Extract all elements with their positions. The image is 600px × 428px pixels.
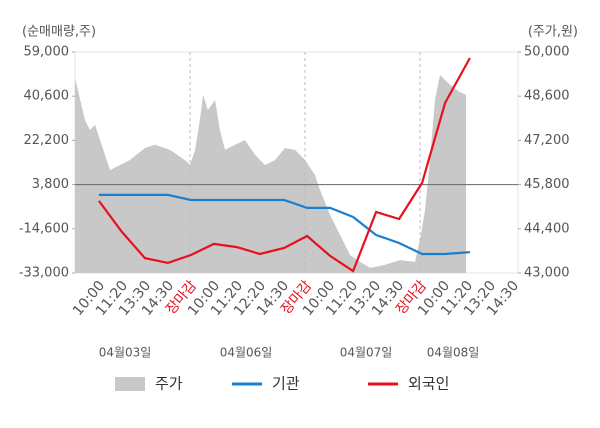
y2-tick-label: 50,000 <box>524 45 570 60</box>
y2-tick-label: 43,000 <box>524 266 570 281</box>
y-tick-label: 3,800 <box>32 177 69 192</box>
y-tick-label: -33,000 <box>19 266 69 281</box>
y2-axis-label: (주가,원) <box>528 25 578 40</box>
y-tick-label: 22,200 <box>24 133 70 148</box>
date-label: 04월07일 <box>340 346 393 360</box>
legend-label: 기관 <box>272 375 300 393</box>
legend-swatch <box>115 377 145 391</box>
y-tick-label: 40,600 <box>24 89 70 104</box>
series-line <box>98 57 471 273</box>
legend-label: 외국인 <box>408 375 449 393</box>
date-label: 04월03일 <box>99 346 152 360</box>
y2-tick-label: 47,200 <box>524 133 570 148</box>
date-label: 04월06일 <box>220 346 273 360</box>
y2-tick-label: 48,600 <box>524 89 570 104</box>
y-axis-label: (순매매량,주) <box>22 25 96 40</box>
series-line <box>98 193 470 256</box>
legend-label: 주가 <box>155 375 183 393</box>
y2-tick-label: 44,400 <box>524 221 570 236</box>
y2-tick-label: 45,800 <box>524 177 570 192</box>
y-tick-label: 59,000 <box>24 45 70 60</box>
date-label: 04월08일 <box>427 346 480 360</box>
price-area <box>75 75 466 273</box>
y-tick-label: -14,600 <box>19 221 69 236</box>
